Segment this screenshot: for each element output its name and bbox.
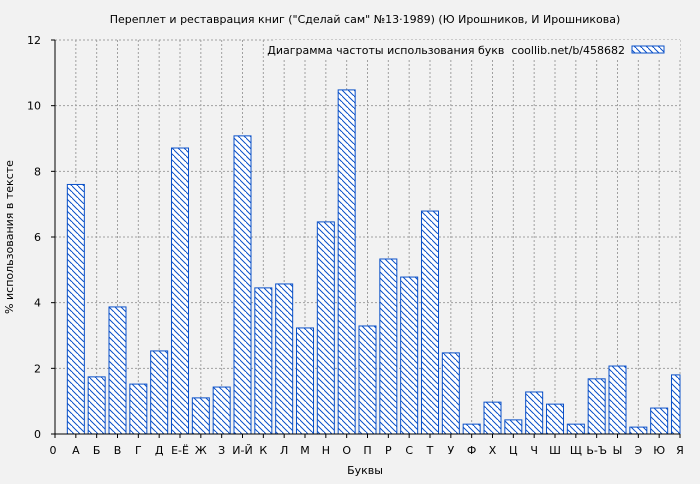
x-tick-label: В bbox=[114, 444, 122, 457]
bar-Б bbox=[87, 376, 106, 435]
bar-Щ bbox=[566, 423, 585, 435]
x-tick-label: О bbox=[342, 444, 351, 457]
bar-Ш bbox=[546, 403, 564, 435]
bar-Т bbox=[421, 210, 439, 435]
x-tick-label: Х bbox=[489, 444, 497, 457]
bar-Д bbox=[150, 350, 169, 435]
bar-З bbox=[212, 386, 231, 435]
bar-Ь-Ъ bbox=[587, 378, 606, 435]
x-tick-label: Ч bbox=[530, 444, 538, 457]
y-tick-label: 2 bbox=[34, 362, 41, 375]
bar-Ф bbox=[462, 423, 481, 435]
x-tick-label: Ю bbox=[653, 444, 665, 457]
x-tick-label: У bbox=[447, 444, 454, 457]
x-tick-label: Ц bbox=[509, 444, 518, 457]
y-axis-label: % использования в тексте bbox=[3, 160, 16, 314]
x-tick-label: Ш bbox=[549, 444, 561, 457]
y-tick-label: 6 bbox=[34, 231, 41, 244]
x-tick-label: Э bbox=[634, 444, 642, 457]
x-tick-label: Г bbox=[135, 444, 142, 457]
bar-И-Й bbox=[233, 135, 252, 435]
x-tick-label: Д bbox=[155, 444, 164, 457]
legend: Диаграмма частоты использования букв coo… bbox=[267, 40, 680, 60]
bar-П bbox=[358, 325, 377, 435]
x-tick-label: Т bbox=[426, 444, 434, 457]
legend-label: Диаграмма частоты использования букв coo… bbox=[267, 44, 625, 57]
x-tick-label: Ф bbox=[467, 444, 476, 457]
bar-Е-Ё bbox=[171, 147, 189, 435]
y-tick-label: 4 bbox=[34, 297, 41, 310]
bar-Ю bbox=[650, 407, 669, 435]
legend-box bbox=[275, 40, 680, 60]
bar-А bbox=[66, 183, 85, 435]
bar-Э bbox=[629, 426, 648, 435]
bar-О bbox=[337, 89, 356, 435]
x-tick-label: М bbox=[300, 444, 310, 457]
y-tick-label: 8 bbox=[34, 165, 41, 178]
x-tick-label: Ы bbox=[613, 444, 623, 457]
x-tick-label: К bbox=[259, 444, 267, 457]
x-tick-label: И-Й bbox=[232, 444, 252, 457]
bar-Х bbox=[483, 401, 502, 435]
bar-Р bbox=[379, 258, 398, 435]
x-tick-label: Б bbox=[93, 444, 101, 457]
bar-С bbox=[400, 276, 419, 435]
legend-swatch bbox=[631, 45, 665, 54]
x-tick-label: 0 bbox=[50, 444, 57, 457]
bar-В bbox=[108, 306, 127, 435]
bar-Н bbox=[316, 221, 335, 435]
x-tick-label: Ж bbox=[195, 444, 207, 457]
x-tick-label: С bbox=[405, 444, 413, 457]
x-tick-label: А bbox=[72, 444, 80, 457]
x-tick-label: Л bbox=[280, 444, 288, 457]
bar-Ц bbox=[504, 419, 523, 435]
x-tick-label: З bbox=[218, 444, 225, 457]
bar-Г bbox=[129, 383, 148, 435]
bar-У bbox=[441, 352, 460, 435]
bar-Ч bbox=[525, 391, 544, 435]
x-tick-label: Р bbox=[385, 444, 392, 457]
bar-К bbox=[254, 287, 273, 435]
x-tick-label: Щ bbox=[570, 444, 582, 457]
y-tick-label: 12 bbox=[27, 34, 41, 47]
bar-Л bbox=[275, 283, 294, 435]
y-tick-label: 10 bbox=[27, 100, 41, 113]
axes: 0 2 4 6 8 10 12 0 А Б В Г Д Е-Ё Ж З И-Й К Л М Н О П Р С Т У Ф Х Ц Ч Ш Щ Ь… bbox=[27, 34, 684, 457]
chart-title: Переплет и реставрация книг ("Сделай сам… bbox=[110, 13, 621, 26]
x-tick-label: Е-Ё bbox=[171, 444, 189, 457]
x-axis-label: Буквы bbox=[347, 464, 383, 477]
x-tick-label: П bbox=[363, 444, 371, 457]
bar-Ы bbox=[608, 365, 627, 435]
y-tick-label: 0 bbox=[34, 428, 41, 441]
x-tick-label: Ь-Ъ bbox=[586, 444, 607, 457]
bar-М bbox=[296, 327, 314, 435]
x-tick-label: Я bbox=[676, 444, 684, 457]
bar-Я bbox=[671, 374, 681, 435]
x-tick-label: Н bbox=[322, 444, 330, 457]
bar-Ж bbox=[191, 397, 210, 435]
